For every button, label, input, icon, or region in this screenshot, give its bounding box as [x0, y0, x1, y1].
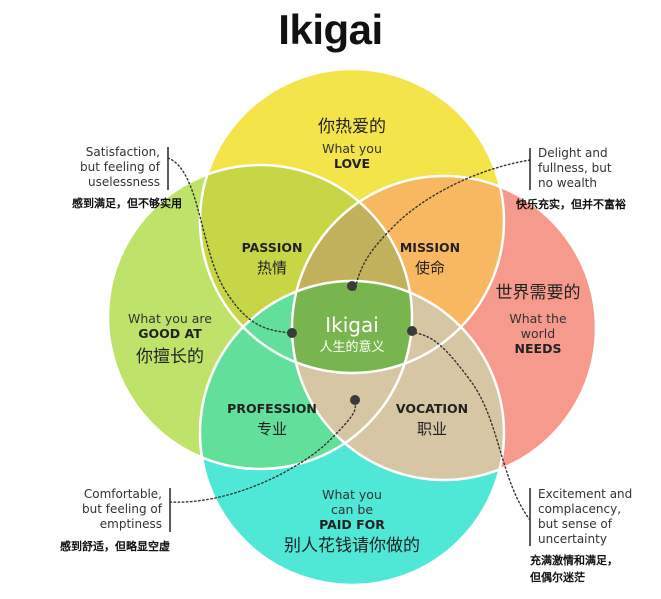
annotation-top-right: Delight and fullness, but no wealth — [538, 146, 658, 191]
label-ikigai-zh: 人生的意义 — [319, 340, 385, 355]
label-good-at: What you are GOOD AT 你擅长的 — [110, 311, 230, 367]
annotation-bottom-left-line2: but feeling of — [81, 502, 162, 516]
label-paid-en1: What you — [322, 487, 382, 502]
connector-bottom-left — [169, 399, 357, 503]
annotation-bottom-right-line1: Excitement and — [538, 487, 633, 501]
annotation-bottom-right: Excitement and complacency, but sense of… — [538, 487, 660, 547]
label-love-zh: 你热爱的 — [318, 117, 386, 137]
annotation-top-left-line1: Satisfaction, — [85, 145, 160, 159]
annotation-bottom-right-line3: but sense of — [538, 517, 612, 531]
annotation-top-left-line2: but feeling of — [79, 160, 160, 174]
annotation-bottom-left-zh: 感到舒适，但略显空虚 — [60, 540, 170, 553]
connector-bottom-right — [409, 331, 531, 521]
region-vocation — [292, 281, 504, 480]
annotation-bottom-right-line4: uncertainty — [538, 532, 607, 546]
label-mission: MISSION 使命 — [380, 240, 480, 277]
connector-top-right — [354, 159, 531, 291]
annotation-bottom-left: Comfortable, but feeling of emptiness — [40, 487, 162, 532]
label-vocation-en: VOCATION — [395, 401, 469, 416]
annotation-top-right-line3: no wealth — [538, 176, 597, 190]
anchor-dot-profession — [350, 395, 360, 405]
label-needs-en2: NEEDS — [514, 341, 562, 357]
region-triple-top — [292, 176, 412, 373]
anchor-dot-vocation — [407, 326, 417, 336]
diagram-title: Ikigai — [278, 6, 383, 53]
annotation-bottom-right-zh2: 但偶尔迷茫 — [530, 571, 585, 584]
label-needs-zh: 世界需要的 — [495, 283, 581, 303]
label-paid-en1b: can be — [330, 502, 374, 517]
label-profession-en: PROFESSION — [227, 401, 317, 416]
annotation-top-left: Satisfaction, but feeling of uselessness — [40, 145, 160, 190]
label-vocation: VOCATION 职业 — [372, 401, 492, 438]
label-good-en2: GOOD AT — [138, 326, 202, 341]
label-profession: PROFESSION 专业 — [212, 401, 332, 438]
label-paid-for: What you can be PAID FOR 别人花钱请你做的 — [272, 487, 432, 556]
label-mission-zh: 使命 — [414, 259, 445, 277]
annotation-top-right-zh: 快乐充实，但并不富裕 — [516, 198, 626, 211]
annotation-top-left-line3: uselessness — [88, 175, 160, 189]
label-passion-zh: 热情 — [256, 259, 287, 277]
label-love: 你热爱的 What you LOVE — [302, 117, 402, 171]
annotation-top-right-line1: Delight and — [538, 146, 608, 160]
annotation-top-right-line2: fullness, but — [538, 161, 612, 175]
annotation-bottom-right-zh1: 充满激情和满足， — [530, 554, 618, 567]
label-love-en2: LOVE — [333, 156, 371, 172]
annotation-bottom-left-line3: emptiness — [99, 517, 162, 531]
annotation-bottom-right-line2: complacency, — [538, 502, 622, 516]
label-paid-zh: 别人花钱请你做的 — [284, 536, 420, 556]
label-paid-en2: PAID FOR — [319, 517, 385, 532]
label-ikigai-en: Ikigai — [325, 313, 379, 337]
label-vocation-zh: 职业 — [416, 420, 447, 438]
annotation-top-left-zh: 感到满足，但不够实用 — [72, 197, 182, 210]
annotation-bottom-left-line1: Comfortable, — [83, 487, 162, 501]
label-needs: 世界需要的 What the world NEEDS — [478, 283, 598, 356]
connector-top-left — [167, 157, 291, 334]
label-love-en1: What you — [322, 141, 382, 157]
label-good-en1: What you are — [128, 311, 212, 326]
anchor-dot-mission — [347, 281, 357, 291]
label-ikigai-center: Ikigai 人生的意义 — [302, 313, 402, 356]
label-passion: PASSION 热情 — [222, 240, 322, 277]
label-good-zh: 你擅长的 — [136, 347, 204, 367]
label-mission-en: MISSION — [399, 240, 461, 255]
label-profession-zh: 专业 — [256, 420, 287, 438]
label-needs-en1b: world — [520, 326, 556, 342]
anchor-dot-passion — [287, 328, 297, 338]
label-needs-en1: What the — [509, 311, 567, 327]
label-passion-en: PASSION — [241, 240, 303, 255]
